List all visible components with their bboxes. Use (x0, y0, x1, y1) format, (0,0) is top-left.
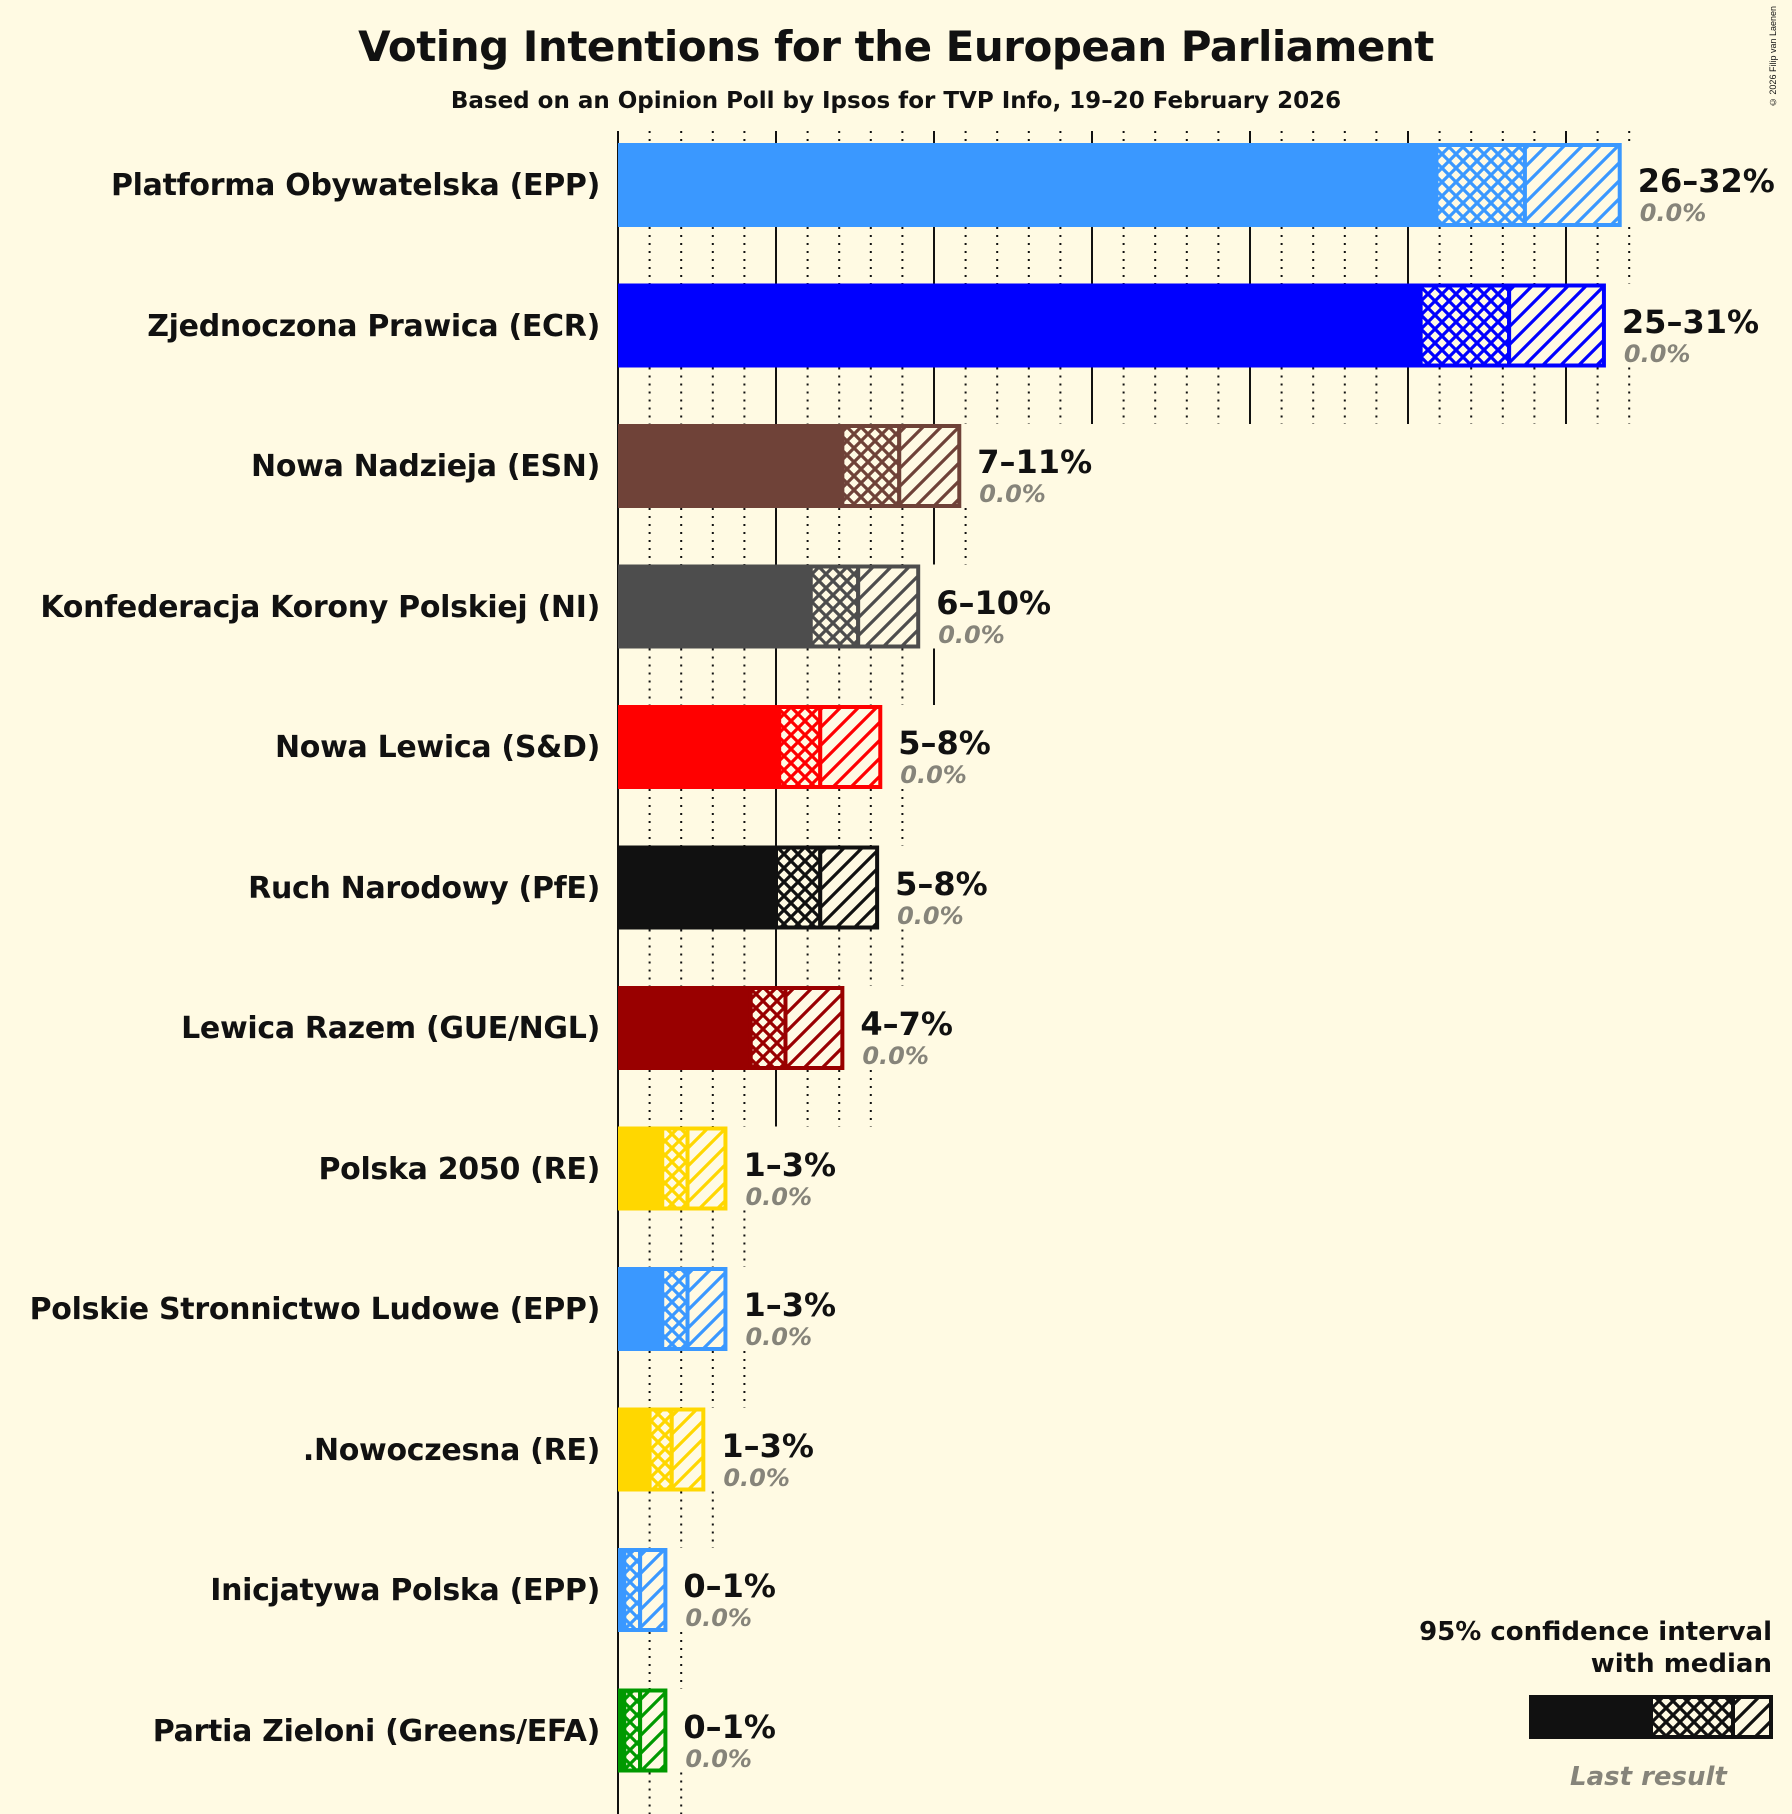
range-label: 4–7% (860, 1005, 953, 1043)
last-result-label: 0.0% (897, 901, 964, 930)
bar-ci-lower (647, 1407, 674, 1492)
bar-ci-lower (840, 424, 902, 508)
bar-solid (618, 1267, 663, 1351)
chart-subtitle: Based on an Opinion Poll by Ipsos for TV… (450, 88, 1342, 114)
bar-ci-lower (1434, 143, 1527, 227)
bar-ci-upper (818, 845, 880, 930)
legend-last-result-label: Last result (1570, 1762, 1727, 1792)
bar-solid (618, 143, 1437, 227)
range-label: 25–31% (1621, 302, 1760, 341)
last-result-label: 0.0% (745, 1182, 812, 1211)
range-label: 26–32% (1637, 162, 1775, 200)
bar-solid (618, 1688, 625, 1773)
range-label: 7–11% (977, 443, 1093, 481)
bar-ci-lower (660, 1267, 690, 1351)
last-result-label: 0.0% (862, 1042, 929, 1070)
bar-ci-upper (818, 705, 883, 789)
last-result-label: 0.0% (938, 620, 1005, 649)
party-label: Polskie Stronnictwo Ludowe (EPP) (29, 1292, 601, 1327)
party-label: Partia Zieloni (Greens/EFA) (152, 1713, 601, 1749)
bar-0 (618, 143, 1622, 227)
bar-solid (618, 1126, 663, 1211)
bar-solid (618, 986, 751, 1070)
bars (618, 143, 1622, 1773)
bar-ci-lower (748, 986, 788, 1070)
bar-9 (618, 1407, 706, 1492)
bar-solid (618, 705, 780, 789)
range-label: 6–10% (936, 583, 1052, 622)
last-result-label: 0.0% (745, 1323, 812, 1351)
bar-ci-upper (669, 1407, 706, 1492)
range-label: 1–3% (743, 1286, 837, 1324)
last-result-label: 0.0% (685, 1604, 752, 1632)
gridlines (617, 131, 1631, 1814)
last-result-label: 0.0% (900, 761, 967, 789)
party-label: Konfederacja Korony Polskiej (NI) (40, 589, 600, 625)
bar-ci-upper (1522, 143, 1622, 227)
party-label: Platforma Obywatelska (EPP) (110, 168, 600, 203)
bar-ci-lower (1418, 283, 1512, 368)
range-label: 0–1% (683, 1707, 776, 1746)
bar-solid (618, 564, 811, 649)
party-label: Ruch Narodowy (PfE) (248, 870, 600, 906)
legend-median-label: with median (1590, 1649, 1772, 1679)
bar-solid (618, 1407, 650, 1492)
legend-graphic (1529, 1695, 1773, 1739)
range-label: 0–1% (683, 1567, 776, 1605)
party-label: .Nowoczesna (RE) (302, 1432, 600, 1468)
bar-solid (618, 845, 776, 930)
bar-ci-lower (660, 1126, 690, 1211)
bar-4 (618, 705, 883, 789)
party-label: Zjednoczona Prawica (ECR) (147, 308, 600, 344)
bar-ci-lower (777, 705, 823, 789)
bar-6 (618, 986, 845, 1070)
last-result-label: 0.0% (979, 480, 1046, 508)
party-label: Lewica Razem (GUE/NGL) (181, 1011, 600, 1046)
last-result-label: 0.0% (723, 1463, 790, 1492)
legend-solid-swatch (1529, 1695, 1651, 1739)
bar-ci-upper (1507, 283, 1606, 368)
bar-ci-upper (685, 1267, 728, 1351)
chart-title: Voting Intentions for the European Parli… (358, 22, 1434, 71)
bar-ci-upper (685, 1126, 728, 1211)
bar-ci-lower (808, 564, 861, 649)
bar-ci-lower (774, 845, 823, 930)
bar-2 (618, 424, 962, 508)
range-label: 5–8% (895, 864, 988, 903)
last-result-label: 0.0% (685, 1744, 752, 1773)
range-label: 5–8% (898, 724, 991, 762)
bar-8 (618, 1267, 728, 1351)
bar-ci-upper (638, 1688, 668, 1773)
last-result-label: 0.0% (1623, 339, 1691, 368)
party-label: Inicjatywa Polska (EPP) (210, 1573, 600, 1608)
party-label: Polska 2050 (RE) (318, 1151, 600, 1187)
last-result-label: 0.0% (1639, 199, 1707, 227)
bar-ci-upper (638, 1548, 668, 1632)
legend-hatch-swatch (1731, 1695, 1773, 1739)
bar-11 (618, 1688, 668, 1773)
bar-10 (618, 1548, 668, 1632)
range-label: 1–3% (721, 1426, 814, 1465)
bar-solid (618, 1548, 625, 1632)
bar-solid (618, 283, 1421, 368)
bar-5 (618, 845, 880, 930)
bar-solid (618, 424, 843, 508)
bar-ci-lower (622, 1688, 643, 1773)
party-label: Nowa Nadzieja (ESN) (251, 449, 600, 484)
bar-ci-upper (783, 986, 845, 1070)
bar-7 (618, 1126, 728, 1211)
bar-ci-lower (622, 1548, 643, 1632)
bar-ci-upper (856, 564, 921, 649)
legend-ci-label: 95% confidence interval (1419, 1617, 1772, 1647)
bar-3 (618, 564, 921, 649)
legend-crosshatch-swatch (1649, 1695, 1735, 1739)
bar-ci-upper (897, 424, 962, 508)
bar-1 (618, 283, 1606, 368)
range-label: 1–3% (743, 1145, 837, 1184)
party-label: Nowa Lewica (S&D) (274, 730, 600, 765)
